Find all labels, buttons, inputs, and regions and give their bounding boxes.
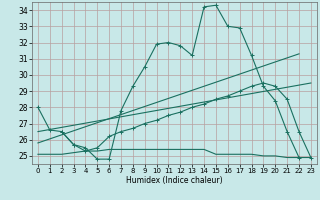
X-axis label: Humidex (Indice chaleur): Humidex (Indice chaleur) — [126, 176, 223, 185]
